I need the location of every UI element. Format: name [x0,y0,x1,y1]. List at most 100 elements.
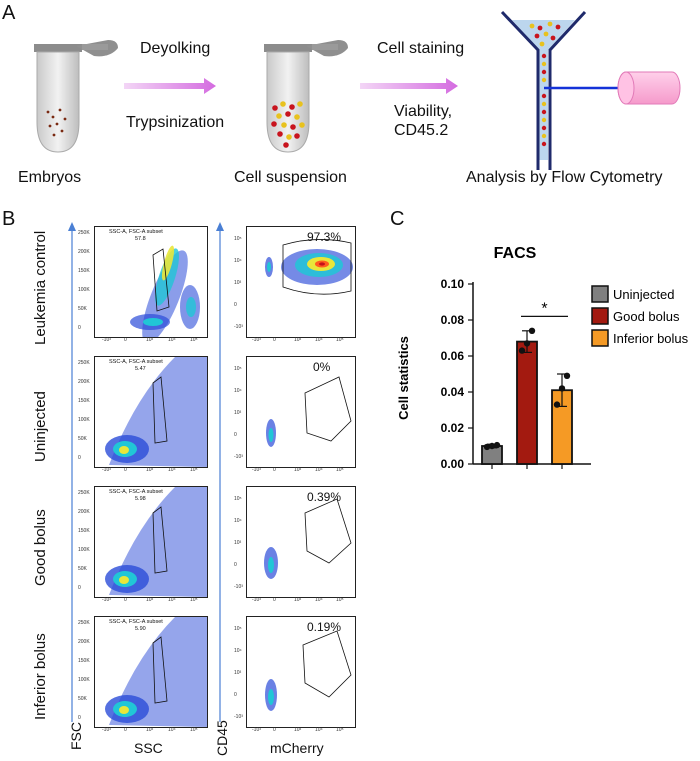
cd45-tick-label: 0 [234,432,237,438]
fsc-tick-label: 150K [78,528,90,534]
step2-top-label: Cell staining [377,40,465,57]
density-cloud [266,376,352,447]
process-arrow-2 [360,78,458,94]
fsc-tick-label: 50K [78,566,87,572]
panel-b-letter: B [2,208,16,230]
data-point [518,347,526,354]
mcherry-tick-label: -10³ [252,337,261,343]
cd45-tick-label: 0 [234,302,237,308]
mcherry-tick-label: -10³ [252,597,261,603]
fsc-tick-label: 100K [78,417,90,423]
cd45-tick-label: 10⁵ [234,366,242,372]
cd45-positive-percent: 0% [313,360,331,374]
fsc-ssc-plot-uninjected: SSC-A, FSC-A subset 5.47 [94,356,208,468]
significance-marker: * [541,300,547,317]
cd45-tick-label: 10⁵ [234,236,242,242]
cd45-tick-label: 10³ [234,280,242,286]
mcherry-tick-label: 10⁵ [336,337,344,343]
ssc-tick-label: 10⁵ [190,727,198,733]
ssc-tick-label: 0 [124,337,127,343]
panel-c-letter: C [390,208,405,230]
fsc-axis-arrow [68,222,76,722]
y-axis-label: Cell statistics [396,336,411,420]
ssc-tick-label: -10³ [102,727,111,733]
mcherry-tick-label: 10⁵ [336,467,344,473]
ssc-tick-label: 10⁵ [190,467,198,473]
ssc-tick-label: 10³ [146,597,154,603]
density-cloud [105,617,207,727]
caption-embryos: Embryos [18,169,82,186]
fsc-tick-label: 200K [78,509,90,515]
mcherry-tick-label: 10³ [294,597,302,603]
fsc-tick-label: 100K [78,547,90,553]
fsc-tick-label: 50K [78,696,87,702]
step1-top-label: Deyolking [140,40,211,57]
ssc-tick-label: 0 [124,727,127,733]
density-cloud [105,487,207,597]
mcherry-tick-label: 10⁴ [315,337,323,343]
cd45-tick-label: 10³ [234,540,242,546]
ssc-tick-label: 0 [124,597,127,603]
row-label-uninjected: Uninjected [32,391,49,462]
mcherry-axis-label: mCherry [270,740,324,756]
fsc-tick-label: 150K [78,268,90,274]
ssc-tick-label: 10³ [146,467,154,473]
ssc-tick-label: 10⁴ [168,727,176,733]
fsc-tick-label: 100K [78,677,90,683]
cd45-tick-label: 0 [234,562,237,568]
embryo-tube-icon [34,40,118,153]
data-point [558,385,566,392]
cd45-tick-label: 10⁴ [234,388,242,394]
fsc-axis-label: FSC [68,722,84,750]
data-point [528,327,536,334]
legend-label-good-bolus: Good bolus [613,309,680,324]
legend-swatch [591,285,609,303]
density-cloud [264,498,352,579]
cd45-axis-arrow [216,222,224,722]
cd45-positive-percent: 0.19% [307,620,342,634]
cd45-mcherry-plot-good-bolus: 0.39% [246,486,356,598]
ssc-tick-label: 10⁵ [190,337,198,343]
cd45-mcherry-plot-uninjected: 0% [246,356,356,468]
legend-swatch [591,307,609,325]
gate-name: SSC-A, FSC-A subset [109,359,163,365]
fsc-ssc-plot-inferior-bolus: SSC-A, FSC-A subset 5.90 [94,616,208,728]
process-arrow-1 [124,78,216,94]
cell-suspension-tube-icon [264,40,348,153]
mcherry-tick-label: 0 [273,337,276,343]
fsc-tick-label: 200K [78,249,90,255]
caption-flow-cytometry: Analysis by Flow Cytometry [466,169,663,186]
ssc-tick-label: 10⁵ [190,597,198,603]
y-tick-label: 0.08 [441,313,465,327]
mcherry-tick-label: -10³ [252,467,261,473]
fsc-ssc-plot-good-bolus: SSC-A, FSC-A subset 5.98 [94,486,208,598]
cd45-positive-percent: 97.3% [307,230,342,244]
fsc-tick-label: 150K [78,398,90,404]
fsc-tick-label: 0 [78,455,81,461]
cd45-tick-label: -10³ [234,584,243,590]
fsc-tick-label: 100K [78,287,90,293]
fsc-ssc-plot-leukemia: SSC-A, FSC-A subset 57.8 [94,226,208,338]
cd45-tick-label: 10⁵ [234,626,242,632]
gate-value: 5.98 [135,496,146,502]
fsc-tick-label: 250K [78,360,90,366]
density-cloud [130,245,200,337]
mcherry-tick-label: 10⁴ [315,597,323,603]
density-cloud [105,357,207,467]
mcherry-tick-label: 10⁴ [315,727,323,733]
mcherry-tick-label: 10⁴ [315,467,323,473]
legend-label-uninjected: Uninjected [613,287,674,302]
y-tick-label: 0.04 [441,385,465,399]
fsc-tick-label: 150K [78,658,90,664]
fsc-tick-label: 250K [78,490,90,496]
gate-value: 5.47 [135,366,146,372]
cd45-tick-label: -10³ [234,324,243,330]
cd45-tick-label: 10⁵ [234,496,242,502]
mcherry-tick-label: -10³ [252,727,261,733]
y-tick-label: 0.00 [441,457,465,471]
legend-swatch [591,329,609,347]
mcherry-tick-label: 10⁵ [336,727,344,733]
cd45-tick-label: 0 [234,692,237,698]
ssc-tick-label: 10⁴ [168,337,176,343]
fsc-tick-label: 200K [78,639,90,645]
